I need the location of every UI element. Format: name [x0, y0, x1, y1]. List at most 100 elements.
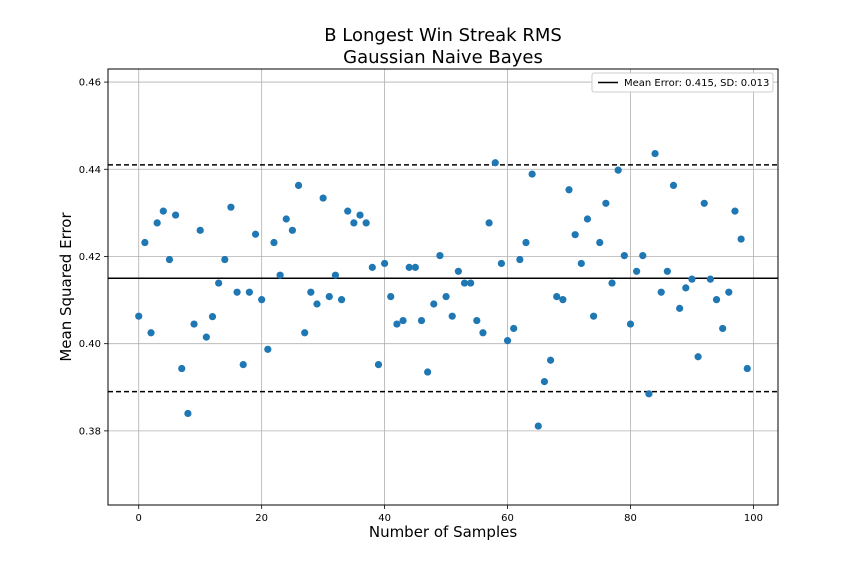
legend-box: [591, 72, 774, 93]
data-point: [362, 219, 370, 227]
plot-frame: [107, 68, 779, 506]
data-point: [669, 181, 678, 190]
data-point: [215, 279, 223, 287]
data-point: [325, 292, 333, 301]
data-point: [657, 288, 665, 296]
data-point: [393, 320, 401, 328]
data-point: [368, 263, 376, 271]
data-point: [282, 215, 290, 223]
data-point: [381, 259, 389, 268]
y-tick-label: 0.40: [79, 339, 101, 350]
legend-entry: Mean Error: 0.415, SD: 0.013: [624, 78, 769, 89]
data-point: [202, 333, 210, 341]
data-point: [190, 320, 198, 328]
data-point: [731, 207, 739, 215]
y-tick-label: 0.42: [79, 252, 101, 263]
data-point: [676, 304, 684, 312]
data-point: [485, 219, 493, 227]
data-point: [405, 263, 413, 271]
data-point: [436, 252, 444, 260]
data-point: [583, 215, 592, 223]
y-axis-label: Mean Squared Error: [57, 212, 75, 362]
data-point: [239, 361, 247, 369]
chart-subtitle: Gaussian Naive Bayes: [343, 47, 543, 68]
data-point: [491, 159, 499, 167]
data-point: [184, 409, 192, 418]
x-tick-label: 20: [255, 513, 268, 524]
data-point: [147, 329, 155, 337]
data-point: [712, 296, 721, 304]
data-point: [319, 194, 327, 202]
reference-lines: [108, 164, 778, 393]
x-tick-label: 40: [378, 513, 391, 524]
data-point: [141, 238, 149, 247]
data-point: [602, 199, 610, 207]
data-point: [651, 149, 659, 158]
data-point: [546, 356, 555, 364]
data-point: [467, 279, 475, 287]
data-point: [307, 288, 315, 296]
y-tick-label: 0.38: [79, 426, 101, 437]
data-point: [356, 211, 364, 219]
data-point: [737, 235, 745, 243]
data-point: [294, 181, 303, 190]
data-point: [510, 324, 518, 333]
data-point: [301, 329, 309, 337]
data-point: [553, 292, 561, 301]
data-point: [522, 238, 530, 247]
data-point: [337, 296, 346, 304]
data-point: [245, 288, 253, 296]
data-point: [479, 329, 487, 337]
data-point: [534, 422, 542, 430]
data-point: [596, 238, 604, 247]
chart-title: B Longest Win Streak RMS: [324, 25, 562, 46]
y-tick-label: 0.44: [79, 165, 101, 176]
data-point: [497, 259, 505, 268]
data-point: [620, 252, 628, 260]
data-point: [313, 300, 321, 308]
x-tick-label: 0: [136, 513, 142, 524]
data-point: [251, 230, 260, 238]
data-point: [270, 238, 278, 247]
data-point: [663, 267, 671, 275]
data-point: [159, 207, 167, 215]
x-tick-label: 60: [501, 513, 514, 524]
data-point: [227, 203, 235, 211]
data-point: [589, 312, 598, 320]
data-point: [135, 312, 143, 320]
data-point: [153, 219, 161, 227]
data-point: [694, 353, 702, 361]
data-point: [448, 312, 456, 320]
data-point: [454, 267, 462, 275]
data-point: [288, 226, 297, 234]
data-point: [442, 292, 450, 301]
data-point: [208, 313, 217, 321]
data-point: [178, 364, 186, 373]
data-point: [559, 296, 567, 304]
data-point: [417, 316, 426, 325]
data-point: [608, 279, 616, 287]
legend: Mean Error: 0.415, SD: 0.013: [591, 72, 774, 93]
x-axis-label: Number of Samples: [369, 523, 517, 541]
data-point: [614, 166, 622, 174]
ticks: 0 20 40 60 80 100 0.38 0.40 0.42 0.44 0.46: [79, 78, 763, 524]
data-point: [473, 316, 481, 325]
data-point: [411, 263, 419, 271]
data-point: [331, 271, 340, 279]
data-point: [460, 279, 469, 287]
data-point: [221, 255, 229, 264]
data-point: [639, 252, 647, 260]
data-point: [503, 337, 512, 345]
data-point: [743, 364, 751, 373]
data-point: [258, 296, 266, 304]
data-point: [264, 345, 272, 353]
data-point: [387, 292, 395, 301]
data-point: [682, 284, 690, 292]
data-point: [196, 226, 204, 234]
data-point: [719, 324, 727, 333]
data-point: [430, 300, 438, 308]
data-point: [276, 271, 284, 279]
data-point: [706, 275, 714, 283]
data-point: [577, 259, 585, 268]
